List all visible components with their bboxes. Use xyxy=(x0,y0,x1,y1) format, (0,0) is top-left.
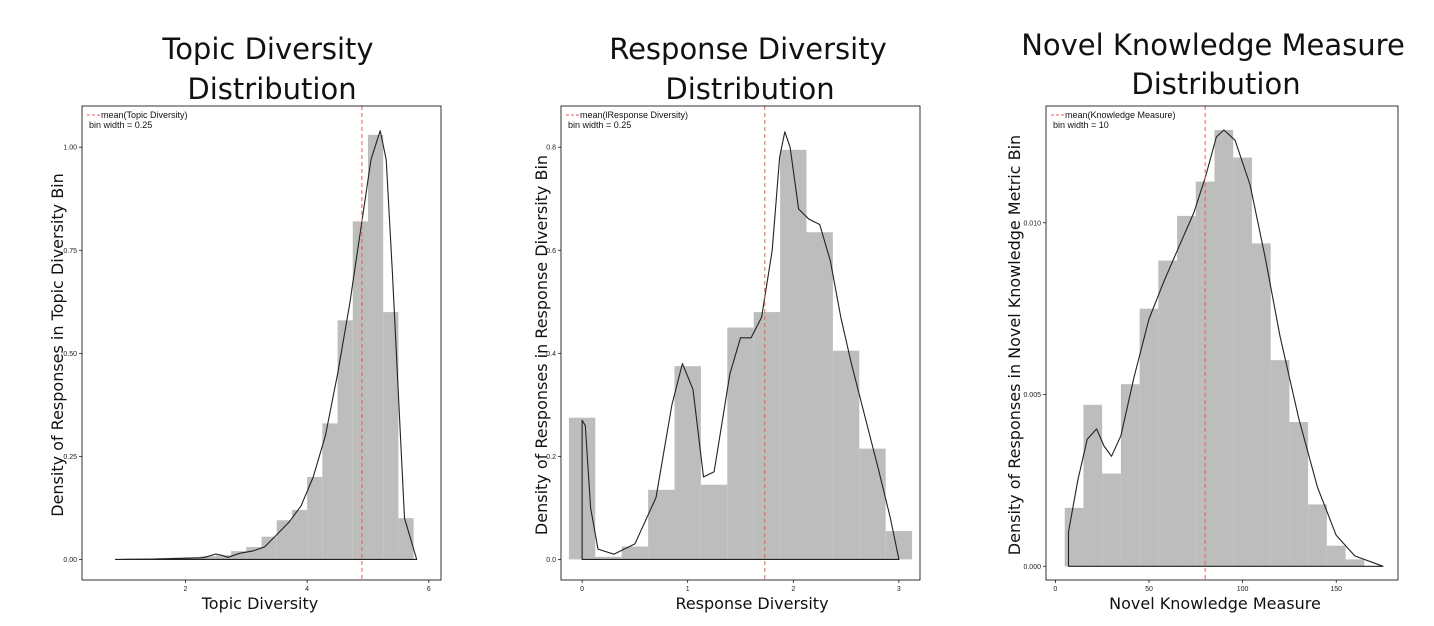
histogram-bar xyxy=(1177,215,1196,567)
histogram-bar xyxy=(1308,504,1327,567)
histogram-bar xyxy=(885,531,913,560)
histogram-bar xyxy=(1233,157,1252,567)
x-tick-label: 2 xyxy=(791,586,795,593)
y-tick-label: 0.00 xyxy=(63,557,77,564)
panel-topic-diversity: Topic Diversity Distribution Topic Diver… xyxy=(48,32,442,613)
histogram-bar xyxy=(322,423,338,560)
plot-content xyxy=(1064,106,1384,580)
plot-area: 0 1 2 3 0.0 0.2 0.4 0.6 0.8 mean(lResponse Divers… xyxy=(546,105,921,593)
x-axis-label: Response Diversity xyxy=(675,594,828,613)
histogram-bar xyxy=(398,518,414,560)
histogram-bar xyxy=(1083,404,1103,567)
y-tick-label: 0.6 xyxy=(546,248,556,255)
x-tick-label: 1 xyxy=(686,586,690,593)
y-tick-label: 0.75 xyxy=(63,248,77,255)
x-axis-label: Novel Knowledge Measure xyxy=(1109,594,1321,613)
histogram-bar xyxy=(1214,130,1234,567)
x-tick-label: 2 xyxy=(183,586,187,593)
histogram-bar xyxy=(291,509,308,560)
legend-label: mean(lResponse Diversity) xyxy=(580,110,688,120)
y-axis-label: Density of Responses in Response Diversi… xyxy=(532,155,551,535)
histogram-bar xyxy=(859,448,886,560)
histogram-bar xyxy=(1158,260,1178,567)
y-tick-label: 0.0 xyxy=(546,557,556,564)
x-tick-label: 0 xyxy=(580,586,584,593)
plot-frame xyxy=(81,105,442,581)
y-tick-label: 0.2 xyxy=(546,454,556,461)
chart-title-line-2: Distribution xyxy=(665,72,834,106)
chart-title-line-1: Topic Diversity xyxy=(161,32,373,66)
histogram-bar xyxy=(307,476,323,560)
histogram-bar xyxy=(753,312,781,560)
histogram-bar xyxy=(231,551,247,560)
histogram-bar xyxy=(1139,308,1159,567)
chart-title-line-2: Distribution xyxy=(1131,67,1300,101)
histogram-bar xyxy=(1064,507,1084,567)
legend-label: mean(Topic Diversity) xyxy=(101,110,188,120)
histogram-bar xyxy=(200,556,216,560)
density-curve xyxy=(581,131,900,560)
histogram-bar xyxy=(215,555,232,560)
y-tick-label: 0.4 xyxy=(546,351,556,358)
y-tick-label: 0.000 xyxy=(1023,564,1041,571)
x-axis-label: Topic Diversity xyxy=(201,594,319,613)
x-tick-label: 150 xyxy=(1330,586,1342,593)
x-tick-label: 6 xyxy=(427,586,431,593)
legend-label: mean(Knowledge Measure) xyxy=(1065,110,1176,120)
panel-response-diversity: Response Diversity Distribution Response… xyxy=(532,32,921,613)
chart-title-line-1: Novel Knowledge Measure xyxy=(1021,28,1405,62)
y-axis-label: Density of Responses in Topic Diversity … xyxy=(48,173,67,517)
histogram-bar xyxy=(1120,384,1140,567)
histogram-bar xyxy=(621,546,649,560)
density-curve xyxy=(114,130,418,560)
x-tick-label: 3 xyxy=(897,586,901,593)
legend-bin-width: bin width = 0.25 xyxy=(568,120,631,130)
histogram-bar xyxy=(1289,422,1309,567)
histogram-bar xyxy=(832,350,860,560)
histogram-bar xyxy=(700,484,728,560)
y-tick-label: 0.005 xyxy=(1023,392,1041,399)
plot-content xyxy=(114,106,418,580)
y-tick-label: 0.25 xyxy=(63,454,77,461)
histogram-bar xyxy=(780,149,807,560)
chart-title-line-2: Distribution xyxy=(187,72,356,106)
histogram-bar xyxy=(727,327,754,560)
panel-novel-knowledge: Novel Knowledge Measure Distribution Nov… xyxy=(1005,28,1405,613)
histogram-bar xyxy=(595,556,622,560)
legend-bin-width: bin width = 10 xyxy=(1053,120,1109,130)
histogram-bar xyxy=(246,547,262,560)
y-tick-label: 1.00 xyxy=(63,145,77,152)
plot-area: 2 4 6 0.00 0.25 0.50 0.75 1.00 mean(Topic Divers… xyxy=(63,105,442,593)
histogram-bar xyxy=(648,489,675,560)
x-tick-label: 4 xyxy=(305,586,309,593)
histogram-bar xyxy=(261,536,277,560)
y-axis-label: Density of Responses in Novel Knowledge … xyxy=(1005,135,1024,555)
x-tick-label: 50 xyxy=(1145,586,1153,593)
histogram-bar xyxy=(806,232,833,560)
histogram-bar xyxy=(674,366,701,560)
histogram-bar xyxy=(1270,360,1290,567)
plot-area: 0 50 100 150 0.000 0.005 0.010 mean(Knowledge M… xyxy=(1023,105,1399,593)
plot-frame xyxy=(1045,105,1399,581)
histogram-bar xyxy=(1345,559,1365,567)
histogram-bar xyxy=(1102,473,1121,567)
x-tick-label: 0 xyxy=(1053,586,1057,593)
histogram-bar xyxy=(276,520,292,560)
histogram-bar xyxy=(367,134,384,560)
y-tick-label: 0.010 xyxy=(1023,220,1041,227)
histogram-bar xyxy=(352,221,368,560)
chart-title-line-1: Response Diversity xyxy=(609,32,887,66)
y-tick-label: 0.8 xyxy=(546,145,556,152)
legend-bin-width: bin width = 0.25 xyxy=(89,120,152,130)
histogram-bar xyxy=(383,312,399,560)
histogram-bar xyxy=(1251,243,1271,567)
x-tick-label: 100 xyxy=(1237,586,1249,593)
y-tick-label: 0.50 xyxy=(63,351,77,358)
plot-content xyxy=(568,106,913,580)
plot-frame xyxy=(560,105,921,581)
histogram-bar xyxy=(337,320,353,560)
histogram-bar xyxy=(1326,545,1346,567)
